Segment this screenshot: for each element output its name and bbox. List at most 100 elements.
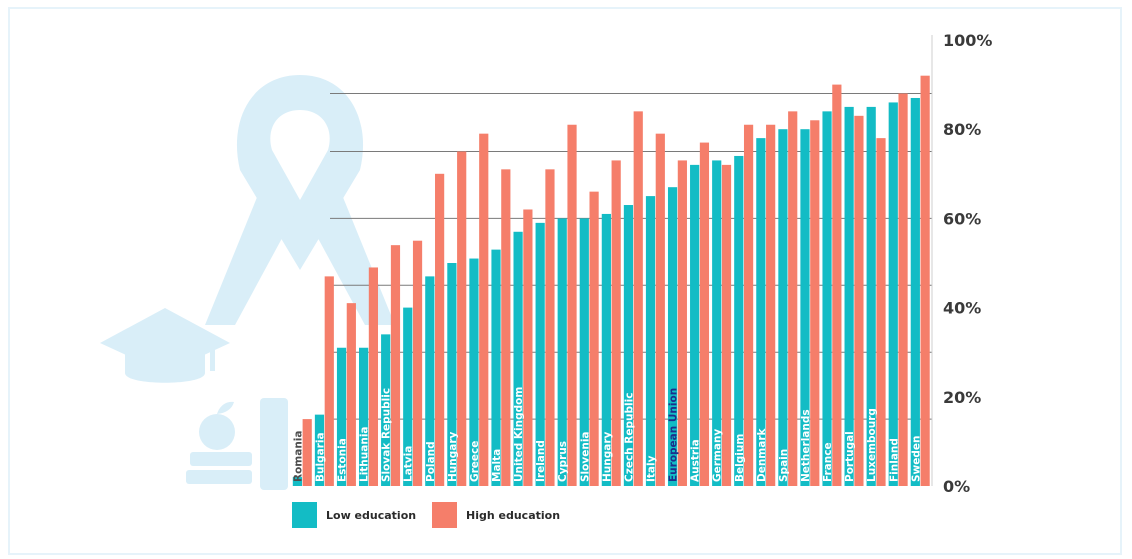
- background-illustration: [100, 75, 395, 490]
- bar-low-12: [535, 222, 545, 487]
- bar-low-25: [822, 111, 832, 487]
- legend-high: High education: [432, 502, 560, 528]
- category-label-6: Latvia: [403, 446, 415, 482]
- bar-low-2: [314, 414, 325, 486]
- y-tick-label-80: 80%: [943, 120, 981, 139]
- category-labels: Romania Bulgaria Estonia Lithuania Slovak Re…: [292, 387, 922, 482]
- bar-low-19: [690, 164, 700, 486]
- bar-high-1: [302, 419, 312, 486]
- category-label-2: Bulgaria: [314, 432, 326, 482]
- bar-low-24: [800, 129, 810, 486]
- bar-low-14: [579, 218, 589, 486]
- bar-low-20: [712, 160, 722, 487]
- bar-low-26: [844, 106, 854, 487]
- bar-high-5: [390, 245, 401, 486]
- category-label-3: Estonia: [337, 438, 349, 482]
- bar-high-19: [699, 142, 710, 486]
- y-tick-label-100: 100%: [943, 31, 992, 50]
- y-tick-label-0: 0%: [943, 477, 970, 496]
- bar-low-1: [292, 477, 302, 486]
- bar-low-15: [601, 213, 611, 486]
- category-label-5: Slovak Republic: [381, 388, 393, 482]
- category-label-7: Poland: [425, 441, 437, 482]
- bar-low-8: [447, 263, 457, 486]
- legend-high-swatch: [432, 502, 457, 528]
- bar-low-17: [645, 196, 656, 486]
- category-label-8: Hungary: [447, 431, 459, 482]
- bar-high-6: [412, 240, 423, 486]
- bar-low-13: [557, 218, 567, 486]
- category-label-15: Hungary: [601, 431, 613, 482]
- bar-high-11: [523, 209, 533, 487]
- category-label-21: Belgium: [734, 434, 746, 482]
- ribbon-icon: [205, 75, 395, 325]
- category-label-27: Luxembourg: [866, 408, 878, 482]
- category-label-19: Austria: [690, 439, 702, 482]
- books-icon: [186, 452, 252, 484]
- bar-low-5: [381, 334, 391, 486]
- category-label-9: Greece: [469, 441, 481, 482]
- bar-high-23: [788, 111, 798, 487]
- bar-high-10: [501, 169, 511, 486]
- legend-high-label: High education: [466, 508, 561, 522]
- bar-low-22: [756, 138, 766, 486]
- bar-low-6: [403, 307, 413, 486]
- category-label-22: Denmark: [756, 427, 768, 482]
- category-label-13: Cyprus: [557, 441, 569, 482]
- bar-low-18: [667, 187, 678, 486]
- category-label-4: Lithuania: [359, 426, 371, 482]
- bar-high-12: [545, 169, 555, 486]
- bar-high-27: [876, 138, 886, 486]
- y-axis: 0% 20% 40% 60% 80% 100%: [943, 31, 992, 496]
- bar-high-4: [368, 267, 379, 486]
- category-label-28: Finland: [888, 438, 900, 482]
- bar-low-3: [336, 347, 347, 486]
- bar-high-9: [479, 133, 489, 486]
- bar-high-17: [655, 133, 665, 486]
- bar-low-4: [359, 347, 369, 486]
- category-label-10: Malta: [491, 449, 503, 482]
- bar-high-25: [832, 84, 842, 486]
- y-tick-label-20: 20%: [943, 388, 981, 407]
- bar-high-8: [457, 151, 467, 486]
- category-label-14: Slovenia: [579, 431, 591, 482]
- category-label-26: Portugal: [844, 431, 856, 482]
- bottle-icon: [260, 398, 288, 490]
- category-label-1: Romania: [292, 431, 304, 483]
- category-label-20: Germany: [712, 429, 724, 482]
- bar-high-16: [633, 111, 643, 487]
- bar-low-27: [866, 106, 876, 487]
- bars: [292, 75, 930, 487]
- bar-high-26: [854, 115, 864, 486]
- bar-high-28: [898, 93, 908, 487]
- legend-low-swatch: [292, 502, 317, 528]
- category-label-29: Sweden: [910, 436, 922, 483]
- bar-low-7: [425, 276, 435, 486]
- bar-high-3: [346, 303, 356, 486]
- category-label-24: Netherlands: [800, 409, 812, 482]
- y-tick-label-40: 40%: [943, 299, 981, 318]
- bar-high-2: [324, 276, 334, 486]
- bar-low-9: [469, 258, 479, 486]
- bar-high-13: [567, 124, 577, 487]
- category-label-18: European Union: [668, 388, 680, 482]
- bar-high-21: [743, 124, 754, 487]
- category-label-17: Italy: [646, 455, 658, 482]
- bar-low-28: [888, 102, 898, 486]
- legend-low-label: Low education: [326, 508, 417, 522]
- legend-low: Low education: [292, 502, 416, 528]
- y-tick-label-60: 60%: [943, 209, 981, 228]
- bar-high-20: [721, 164, 732, 486]
- bar-low-10: [491, 249, 501, 486]
- bar-low-11: [513, 231, 523, 486]
- category-label-25: France: [822, 442, 834, 482]
- category-label-23: Spain: [778, 449, 790, 482]
- bar-high-7: [435, 173, 445, 487]
- bar-low-21: [734, 155, 744, 486]
- bar-high-15: [611, 160, 621, 487]
- category-label-11: United Kingdom: [513, 387, 525, 482]
- apple-icon: [199, 401, 235, 450]
- bar-high-22: [766, 124, 776, 487]
- bar-high-18: [677, 160, 687, 487]
